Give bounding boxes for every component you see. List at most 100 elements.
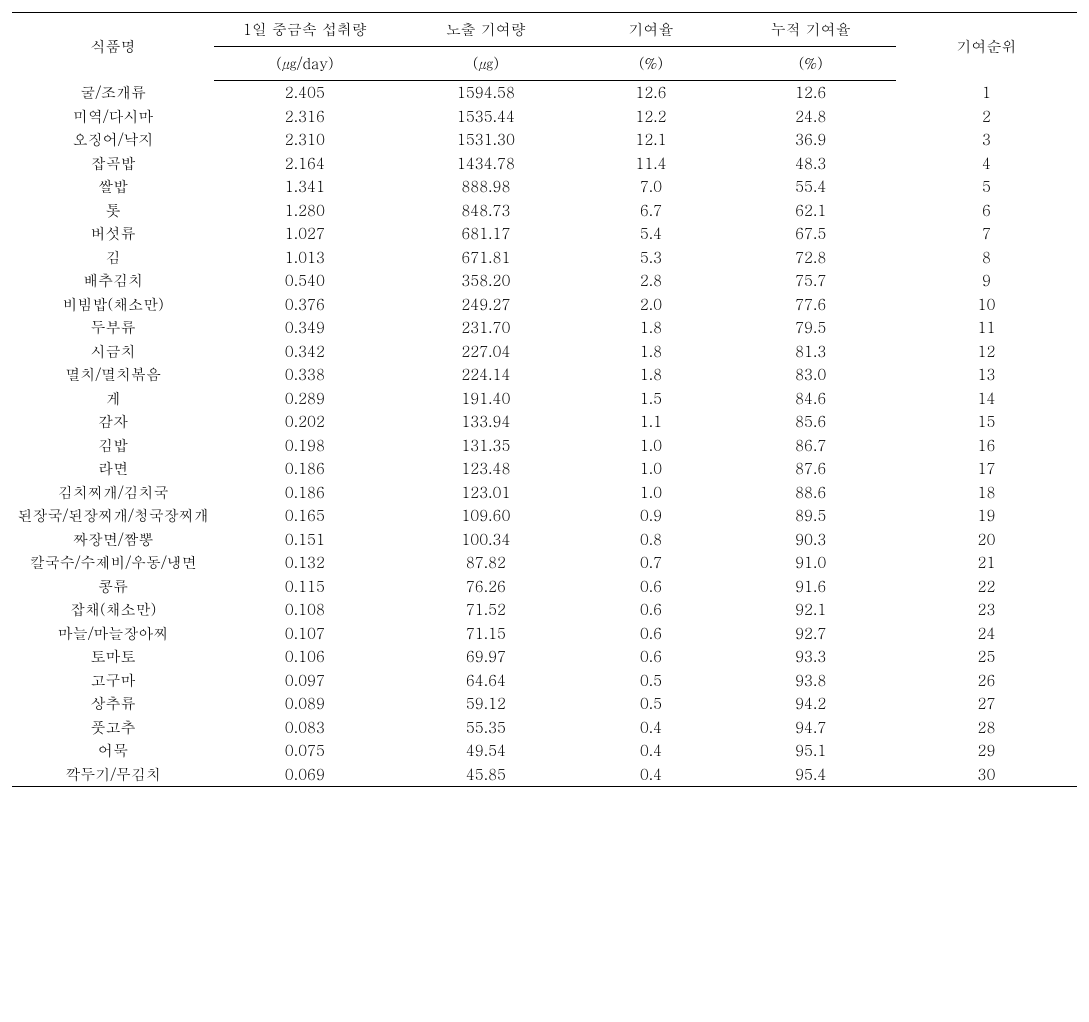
cell-rank: 9 [896,269,1077,293]
cell-intake: 0.089 [214,692,395,716]
header-exposure-unit: (㎍) [395,47,576,81]
cell-rate: 0.5 [576,692,725,716]
cell-exposure: 231.70 [395,316,576,340]
table-row: 된장국/된장찌개/청국장찌개0.165109.600.989.519 [12,504,1077,528]
cell-rate: 0.9 [576,504,725,528]
cell-rank: 8 [896,246,1077,270]
table-row: 배추김치0.540358.202.875.79 [12,269,1077,293]
cell-food: 멸치/멸치볶음 [12,363,214,387]
cell-cumulative: 36.9 [726,128,896,152]
cell-rank: 11 [896,316,1077,340]
cell-rate: 0.6 [576,622,725,646]
table-row: 라면0.186123.481.087.617 [12,457,1077,481]
cell-cumulative: 94.2 [726,692,896,716]
cell-cumulative: 75.7 [726,269,896,293]
cell-food: 김밥 [12,434,214,458]
table-row: 짜장면/짬뽕0.151100.340.890.320 [12,528,1077,552]
cell-exposure: 71.15 [395,622,576,646]
cell-intake: 0.342 [214,340,395,364]
cell-rank: 15 [896,410,1077,434]
cell-food: 토마토 [12,645,214,669]
table-row: 콩류0.11576.260.691.622 [12,575,1077,599]
cell-cumulative: 91.0 [726,551,896,575]
cell-intake: 0.349 [214,316,395,340]
table-row: 김1.013671.815.372.88 [12,246,1077,270]
cell-intake: 0.376 [214,293,395,317]
cell-intake: 0.083 [214,716,395,740]
cell-intake: 0.097 [214,669,395,693]
cell-rate: 5.4 [576,222,725,246]
cell-cumulative: 94.7 [726,716,896,740]
table-row: 비빔밥(채소만)0.376249.272.077.610 [12,293,1077,317]
cell-cumulative: 92.7 [726,622,896,646]
table-row: 톳1.280848.736.762.16 [12,199,1077,223]
cell-rank: 14 [896,387,1077,411]
table-row: 감자0.202133.941.185.615 [12,410,1077,434]
table-row: 칼국수/수제비/우동/냉면0.13287.820.791.021 [12,551,1077,575]
cell-food: 칼국수/수제비/우동/냉면 [12,551,214,575]
table-row: 고구마0.09764.640.593.826 [12,669,1077,693]
cell-cumulative: 90.3 [726,528,896,552]
cell-exposure: 64.64 [395,669,576,693]
cell-intake: 1.013 [214,246,395,270]
heavy-metal-contribution-table: 식품명 1일 중금속 섭취량 노출 기여량 기여율 누적 기여율 기여순위 (㎍… [12,12,1077,787]
cell-cumulative: 83.0 [726,363,896,387]
cell-rate: 0.4 [576,739,725,763]
cell-rate: 1.1 [576,410,725,434]
cell-exposure: 227.04 [395,340,576,364]
cell-exposure: 133.94 [395,410,576,434]
cell-cumulative: 62.1 [726,199,896,223]
cell-exposure: 888.98 [395,175,576,199]
cell-exposure: 681.17 [395,222,576,246]
cell-food: 감자 [12,410,214,434]
cell-rank: 30 [896,763,1077,787]
cell-intake: 0.069 [214,763,395,787]
cell-rate: 1.0 [576,457,725,481]
cell-rate: 1.0 [576,481,725,505]
table-row: 시금치0.342227.041.881.312 [12,340,1077,364]
cell-food: 비빔밥(채소만) [12,293,214,317]
cell-rank: 5 [896,175,1077,199]
cell-rate: 0.8 [576,528,725,552]
cell-rate: 0.4 [576,763,725,787]
cell-cumulative: 24.8 [726,105,896,129]
cell-food: 버섯류 [12,222,214,246]
cell-rate: 1.8 [576,340,725,364]
table-row: 멸치/멸치볶음0.338224.141.883.013 [12,363,1077,387]
cell-intake: 0.186 [214,481,395,505]
cell-intake: 2.316 [214,105,395,129]
cell-food: 배추김치 [12,269,214,293]
cell-cumulative: 93.3 [726,645,896,669]
cell-intake: 0.075 [214,739,395,763]
table-row: 잡곡밥2.1641434.7811.448.34 [12,152,1077,176]
cell-food: 콩류 [12,575,214,599]
cell-intake: 0.289 [214,387,395,411]
cell-cumulative: 85.6 [726,410,896,434]
cell-exposure: 249.27 [395,293,576,317]
cell-intake: 1.027 [214,222,395,246]
cell-intake: 0.132 [214,551,395,575]
cell-rate: 0.6 [576,645,725,669]
cell-exposure: 69.97 [395,645,576,669]
cell-intake: 0.338 [214,363,395,387]
cell-rate: 2.0 [576,293,725,317]
table-row: 마늘/마늘장아찌0.10771.150.692.724 [12,622,1077,646]
cell-rate: 6.7 [576,199,725,223]
cell-cumulative: 77.6 [726,293,896,317]
cell-exposure: 131.35 [395,434,576,458]
cell-food: 라면 [12,457,214,481]
table-row: 토마토0.10669.970.693.325 [12,645,1077,669]
cell-intake: 0.186 [214,457,395,481]
cell-rank: 20 [896,528,1077,552]
cell-food: 풋고추 [12,716,214,740]
cell-rate: 1.8 [576,363,725,387]
cell-rate: 7.0 [576,175,725,199]
cell-cumulative: 95.4 [726,763,896,787]
header-rank: 기여순위 [896,13,1077,81]
cell-intake: 0.107 [214,622,395,646]
cell-cumulative: 79.5 [726,316,896,340]
cell-rank: 28 [896,716,1077,740]
cell-cumulative: 12.6 [726,81,896,105]
cell-exposure: 1594.58 [395,81,576,105]
cell-exposure: 55.35 [395,716,576,740]
